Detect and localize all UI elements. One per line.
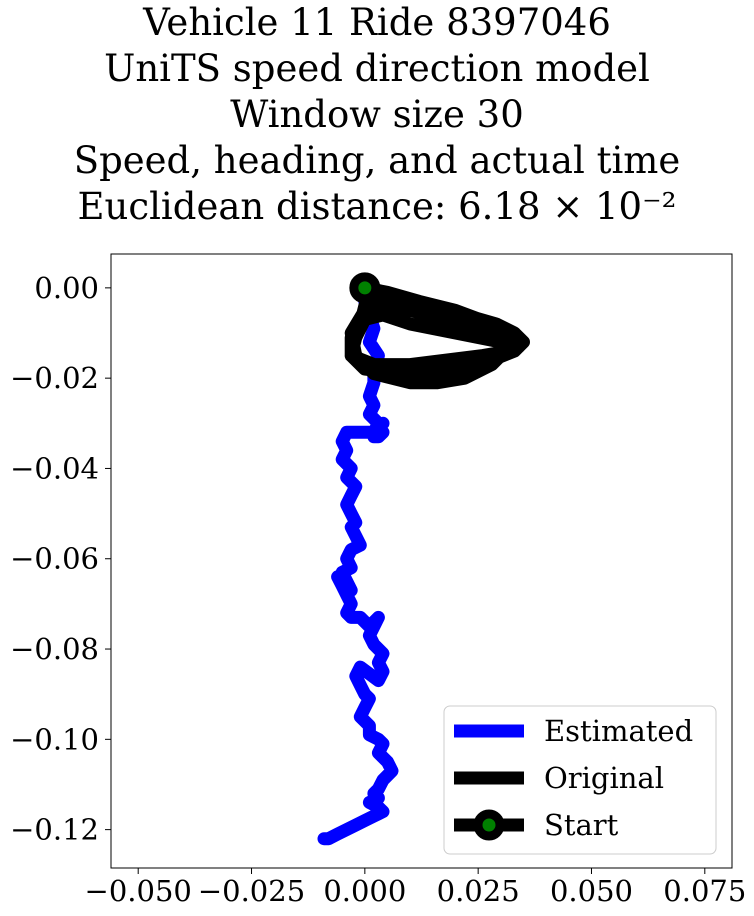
y-tick-label: −0.04 xyxy=(10,451,99,485)
title-line-3: Window size 30 xyxy=(230,93,524,136)
legend-label-start: Start xyxy=(544,808,619,842)
series-line-estimated xyxy=(317,294,399,846)
plot-content xyxy=(317,272,530,846)
x-tick-label: −0.025 xyxy=(198,874,305,908)
y-tick-label: −0.08 xyxy=(10,632,99,666)
x-tick-label: 0.050 xyxy=(550,874,633,908)
title-line-2: UniTS speed direction model xyxy=(104,47,650,90)
title-line-1: Vehicle 11 Ride 8397046 xyxy=(143,1,611,44)
y-tick-label: −0.10 xyxy=(10,722,99,756)
plot-frame xyxy=(110,253,733,869)
x-tick-label: 0.000 xyxy=(323,874,406,908)
y-tick-label: −0.06 xyxy=(10,542,99,576)
start-marker xyxy=(349,272,381,304)
chart-title: Vehicle 11 Ride 8397046 UniTS speed dire… xyxy=(0,0,754,230)
axes: −0.050 −0.025 0.000 0.025 0.050 0.075 0.00 −0.0… xyxy=(10,271,746,908)
title-line-5: Euclidean distance: 6.18 × 10⁻² xyxy=(77,185,677,228)
legend-label-estimated: Estimated xyxy=(544,714,693,748)
x-tick-label: −0.050 xyxy=(85,874,192,908)
x-tick-label: 0.075 xyxy=(663,874,746,908)
y-tick-label: −0.02 xyxy=(10,361,99,395)
legend-label-original: Original xyxy=(544,761,664,795)
y-tick-label: −0.12 xyxy=(10,813,99,847)
series-line-original xyxy=(344,281,530,390)
x-tick-label: 0.025 xyxy=(437,874,520,908)
y-tick-label: 0.00 xyxy=(34,271,99,305)
legend-start-marker xyxy=(473,809,505,841)
legend-box xyxy=(443,705,717,855)
legend: Estimated Original Start xyxy=(443,705,717,855)
title-line-4: Speed, heading, and actual time xyxy=(73,139,681,182)
